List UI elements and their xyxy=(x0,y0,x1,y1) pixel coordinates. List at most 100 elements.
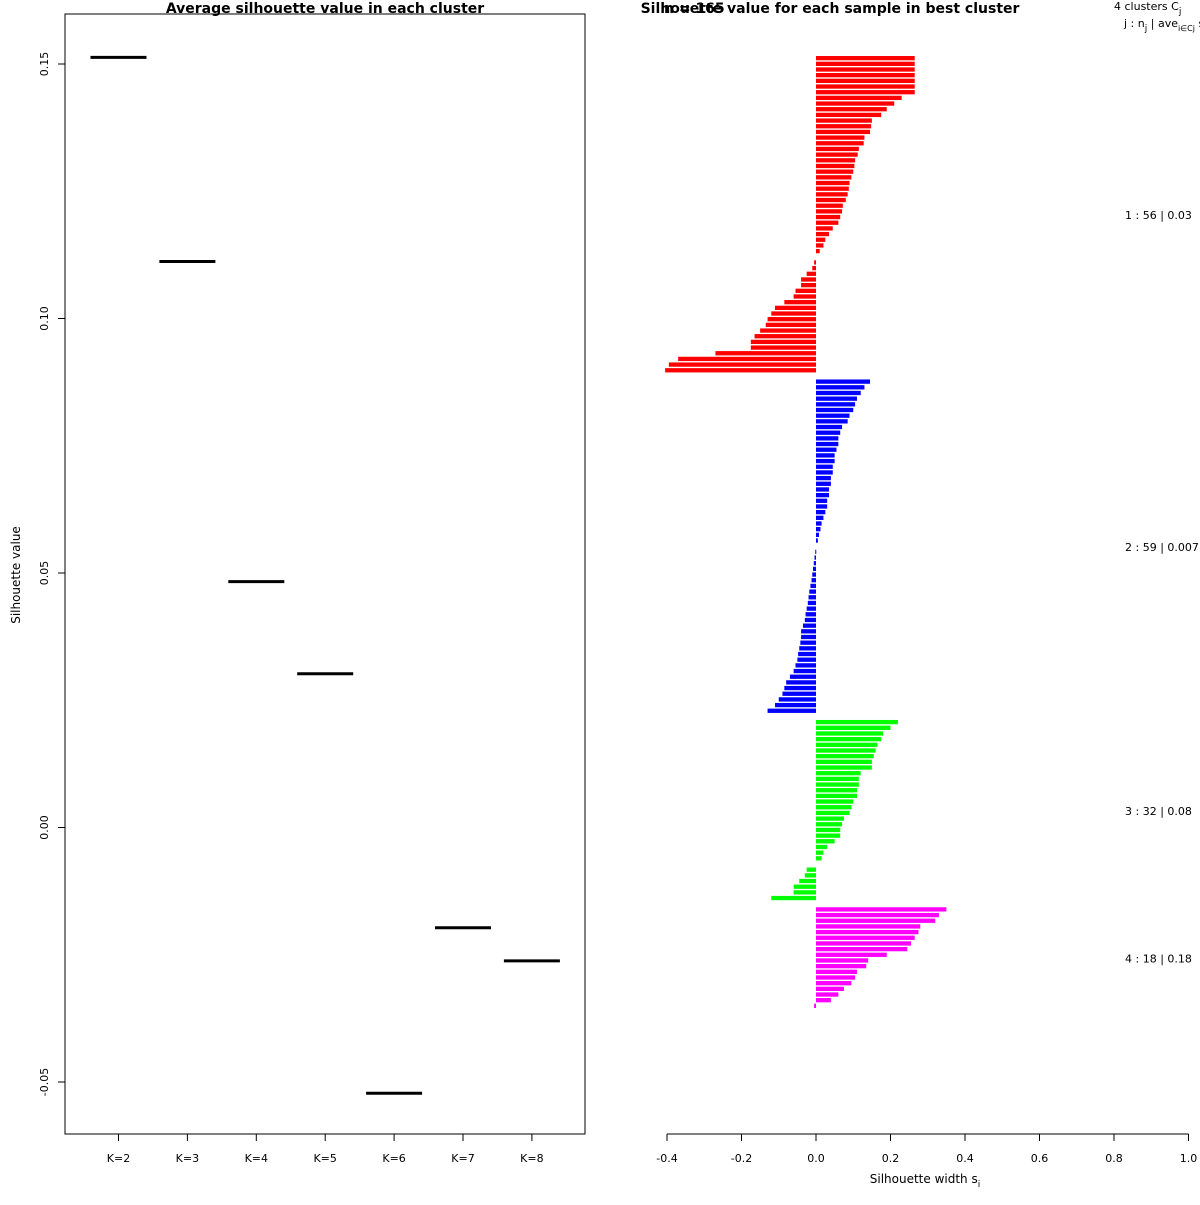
right-x-tick-label: -0.2 xyxy=(731,1152,752,1165)
silhouette-bar-c1-49 xyxy=(760,328,816,333)
silhouette-bar-c2-2 xyxy=(816,385,865,390)
silhouette-bar-c1-31 xyxy=(816,226,833,231)
silhouette-bar-c1-39 xyxy=(806,271,816,276)
silhouette-bar-c2-10 xyxy=(816,430,841,435)
left-y-axis: -0.05 0.00 0.05 0.10 0.15 xyxy=(38,52,66,1096)
left-y-tick-label: 0.05 xyxy=(38,561,51,586)
silhouette-bar-c4-2 xyxy=(816,912,939,918)
silhouette-bar-c1-48 xyxy=(765,322,816,328)
silhouette-bar-c3-30 xyxy=(793,884,816,889)
silhouette-bar-c1-14 xyxy=(816,129,871,135)
silhouette-bar-c1-6 xyxy=(816,84,915,89)
silhouette-bar-c3-31 xyxy=(793,890,816,895)
silhouette-bar-c1-52 xyxy=(750,345,816,350)
silhouette-bar-c2-17 xyxy=(816,470,833,475)
silhouette-bar-c2-28 xyxy=(816,532,819,537)
silhouette-bar-c4-17 xyxy=(816,998,831,1003)
silhouette-bar-c3-10 xyxy=(816,771,861,776)
silhouette-bar-c3-24 xyxy=(816,850,824,855)
silhouette-bar-c1-2 xyxy=(816,61,915,66)
silhouette-bar-c3-8 xyxy=(816,759,872,764)
silhouette-bar-c3-23 xyxy=(816,844,828,850)
silhouette-bar-c1-24 xyxy=(816,186,849,191)
silhouette-bar-c2-29 xyxy=(816,538,818,543)
left-marks xyxy=(90,55,560,1095)
cluster-label-1: 1 : 56 | 0.03 xyxy=(1125,209,1192,222)
silhouette-bar-c2-13 xyxy=(816,447,837,452)
silhouette-bar-c2-46 xyxy=(801,634,816,640)
silhouette-bar-c1-51 xyxy=(750,339,816,345)
right-bars xyxy=(665,56,947,1009)
silhouette-bar-c2-56 xyxy=(782,691,816,696)
left-x-tick-label: K=2 xyxy=(107,1152,130,1165)
silhouette-bar-c2-14 xyxy=(816,453,835,458)
silhouette-bar-c3-17 xyxy=(816,810,850,816)
silhouette-bar-c1-7 xyxy=(816,90,915,95)
silhouette-bar-c3-22 xyxy=(816,839,835,844)
left-x-tick-label: K=8 xyxy=(520,1152,543,1165)
silhouette-bar-c2-40 xyxy=(807,600,816,606)
silhouette-bar-c2-15 xyxy=(816,458,835,464)
right-x-axis-label-sub: i xyxy=(978,1180,981,1190)
silhouette-bar-c3-9 xyxy=(816,765,872,770)
silhouette-bar-c2-12 xyxy=(816,441,839,447)
legend-header-2-main: j : n xyxy=(1123,17,1145,30)
silhouette-bar-c4-12 xyxy=(816,969,857,974)
left-x-tick-label: K=4 xyxy=(245,1152,268,1165)
silhouette-bar-c3-3 xyxy=(816,731,884,736)
legend-header-2-rest: | ave xyxy=(1147,17,1178,30)
silhouette-bar-c1-13 xyxy=(816,124,872,129)
silhouette-bar-c4-11 xyxy=(816,964,867,969)
silhouette-bar-c2-58 xyxy=(775,702,816,708)
silhouette-bar-c1-50 xyxy=(754,334,816,339)
silhouette-bar-c2-47 xyxy=(800,640,816,645)
silhouette-bar-c3-1 xyxy=(816,719,898,725)
silhouette-bar-c4-15 xyxy=(816,986,844,991)
silhouette-bar-c3-29 xyxy=(799,878,816,884)
right-x-tick-label: 0.4 xyxy=(956,1152,974,1165)
silhouette-bar-c1-37 xyxy=(814,260,816,265)
silhouette-bar-c1-44 xyxy=(784,300,816,305)
silhouette-bar-c2-37 xyxy=(810,583,816,589)
silhouette-bar-c1-9 xyxy=(816,101,895,106)
right-x-tick-label: -0.4 xyxy=(656,1152,677,1165)
silhouette-bar-c2-20 xyxy=(816,487,830,492)
silhouette-bar-c4-14 xyxy=(816,981,852,986)
silhouette-bar-c2-23 xyxy=(816,504,828,509)
silhouette-bar-c4-16 xyxy=(816,992,839,997)
silhouette-bar-c1-41 xyxy=(801,283,816,288)
silhouette-bar-c3-21 xyxy=(816,833,841,838)
silhouette-bar-c3-19 xyxy=(816,822,843,827)
silhouette-bar-c4-18 xyxy=(814,1003,816,1009)
left-x-axis: K=2 K=3 K=4 K=5 K=6 K=7 K=8 xyxy=(107,1133,544,1165)
right-x-axis-label-main: Silhouette width s xyxy=(870,1172,978,1186)
right-x-axis: -0.4 -0.2 0.0 0.2 0.4 0.6 0.8 1.0 xyxy=(656,1133,1197,1165)
left-panel: Average silhouette value in each cluster… xyxy=(9,1,586,1165)
silhouette-bar-c4-3 xyxy=(816,918,936,923)
silhouette-bar-c2-32 xyxy=(814,555,816,560)
silhouette-bar-c2-55 xyxy=(784,685,816,691)
silhouette-bar-c1-54 xyxy=(678,356,816,362)
silhouette-bar-c1-35 xyxy=(816,248,820,254)
silhouette-bar-c1-25 xyxy=(816,192,848,197)
silhouette-bar-c3-4 xyxy=(816,737,882,742)
silhouette-bar-c3-16 xyxy=(816,805,852,810)
silhouette-bar-c4-8 xyxy=(816,946,908,952)
silhouette-bar-c2-5 xyxy=(816,402,856,407)
silhouette-bar-c3-2 xyxy=(816,725,891,730)
silhouette-bar-c2-43 xyxy=(804,617,816,623)
silhouette-bar-c3-5 xyxy=(816,742,878,747)
left-y-tick-label: 0.15 xyxy=(38,52,51,77)
silhouette-bar-c2-57 xyxy=(778,697,816,702)
silhouette-bar-c1-5 xyxy=(816,78,915,83)
right-chart-title: Silhouette value for each sample in best… xyxy=(641,1,1020,17)
silhouette-bar-c4-5 xyxy=(816,929,919,935)
left-plot-frame xyxy=(64,13,586,1135)
silhouette-bar-c1-27 xyxy=(816,203,843,208)
left-y-tick-label: -0.05 xyxy=(38,1068,51,1096)
silhouette-bar-c2-51 xyxy=(795,663,816,668)
silhouette-bar-c1-21 xyxy=(816,169,854,174)
silhouette-bar-c3-25 xyxy=(816,856,822,861)
silhouette-bar-c4-7 xyxy=(816,941,911,946)
